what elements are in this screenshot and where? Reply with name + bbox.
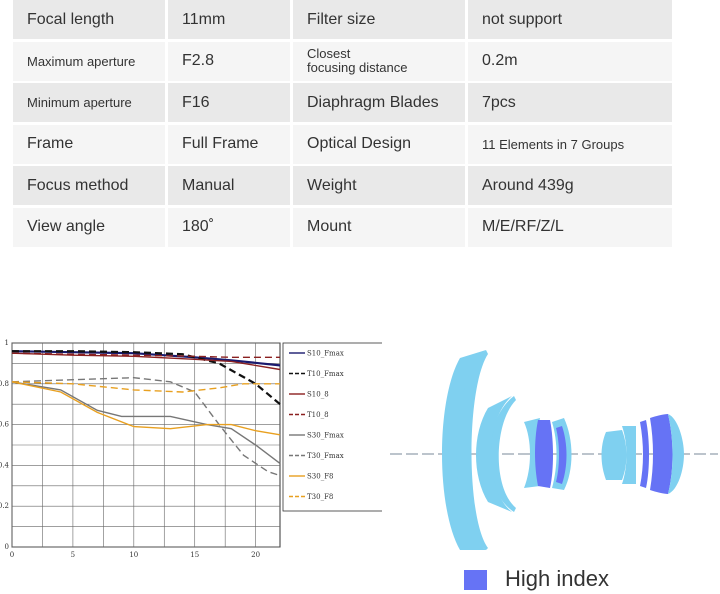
spec-value: F2.8 — [168, 41, 290, 81]
legend-entry: T30_Fmax — [307, 452, 344, 460]
spec-label: Weight — [293, 166, 465, 205]
mtf-series-S30_F8 — [11, 381, 281, 436]
spec-value: not support — [468, 0, 672, 39]
y-tick-label: 0.8 — [0, 380, 9, 388]
lens-element-1-body — [442, 350, 486, 550]
mtf-series-T10_8 — [11, 352, 280, 358]
spec-label: Focus method — [13, 166, 165, 205]
spec-value: Manual — [168, 166, 290, 205]
y-tick-label: 1 — [5, 339, 9, 347]
spec-label: Maximum aperture — [13, 41, 165, 81]
legend-entry: T30_F8 — [307, 493, 333, 501]
y-tick-label: 0.4 — [0, 461, 10, 469]
lens-diagram — [390, 350, 718, 550]
lens-element-10 — [668, 414, 684, 494]
spec-label: Filter size — [293, 0, 465, 39]
legend-box — [282, 342, 382, 512]
lens-element-5-inner — [556, 426, 567, 484]
x-tick-label: 20 — [251, 551, 260, 559]
spec-value: F16 — [168, 83, 290, 122]
mtf-chart: 0 5 10 15 20 0 0.2 0.4 0.6 0.8 1 S10_Fmax T10_Fmax S1… — [0, 339, 382, 559]
x-tick-label: 0 — [10, 551, 14, 559]
lens-element-7 — [622, 426, 636, 484]
legend-entry: S30_F8 — [307, 473, 334, 481]
spec-row: Maximum aperture F2.8 Closest focusing dist… — [13, 41, 675, 81]
spec-row: Focus method Manual Weight Around 439g — [13, 166, 675, 205]
mtf-series-T30_F8 — [11, 381, 280, 393]
spec-row: View angle 180˚ Mount M/E/RF/Z/L — [13, 207, 675, 247]
spec-row: Minimum aperture F16 Diaphragm Blades 7pcs — [13, 83, 675, 122]
lens-element-2-body — [476, 396, 512, 512]
spec-row: Focal length 11mm Filter size not support — [13, 0, 675, 39]
mtf-series-S30_Fmax — [11, 381, 281, 464]
y-tick-label: 0.6 — [0, 421, 10, 429]
spec-label: Diaphragm Blades — [293, 83, 465, 122]
legend-entry: T10_Fmax — [307, 370, 344, 378]
spec-row: Frame Full Frame Optical Design 11 Elements… — [13, 124, 675, 164]
spec-value: 0.2m — [468, 41, 672, 81]
x-tick-label: 15 — [190, 551, 199, 559]
lens-element-6 — [601, 430, 627, 480]
spec-label: Mount — [293, 207, 465, 247]
spec-label-line: focusing distance — [307, 60, 408, 75]
spec-label-line: Closest — [307, 46, 351, 61]
spec-label: View angle — [13, 207, 165, 247]
mtf-series-T30_Fmax — [11, 376, 281, 477]
lens-element-1 — [453, 350, 488, 550]
high-index-label: High index — [505, 566, 609, 591]
x-tick-label: 5 — [71, 551, 75, 559]
legend-entry: S10_8 — [307, 391, 329, 399]
y-tick-label: 0.2 — [0, 502, 9, 510]
spec-label: Frame — [13, 124, 165, 164]
spec-value: 180˚ — [168, 207, 290, 247]
spec-value: 11mm — [168, 0, 290, 39]
spec-value: Full Frame — [168, 124, 290, 164]
y-tick-label: 0 — [5, 543, 9, 551]
spec-table: Focal length 11mm Filter size not support Ma… — [13, 0, 675, 249]
legend-entry: T10_8 — [307, 411, 329, 419]
spec-label: Closest focusing distance — [293, 41, 465, 81]
mtf-series-S10_8 — [11, 352, 281, 371]
lens-element-4-high-index — [535, 420, 553, 488]
legend-entry: S30_Fmax — [307, 432, 344, 440]
lens-element-2 — [489, 396, 516, 512]
spec-value: M/E/RF/Z/L — [468, 207, 672, 247]
spec-label: Optical Design — [293, 124, 465, 164]
mtf-series-T10_Fmax — [12, 350, 281, 406]
spec-label: Focal length — [13, 0, 165, 39]
legend-entry: S10_Fmax — [307, 350, 344, 358]
x-tick-label: 10 — [129, 551, 138, 559]
lens-element-8-high-index — [640, 420, 649, 488]
spec-value: 11 Elements in 7 Groups — [468, 124, 672, 164]
high-index-swatch — [464, 570, 487, 590]
spec-value: Around 439g — [468, 166, 672, 205]
lens-element-9-high-index — [650, 414, 673, 494]
spec-value: 7pcs — [468, 83, 672, 122]
spec-label: Minimum aperture — [13, 83, 165, 122]
